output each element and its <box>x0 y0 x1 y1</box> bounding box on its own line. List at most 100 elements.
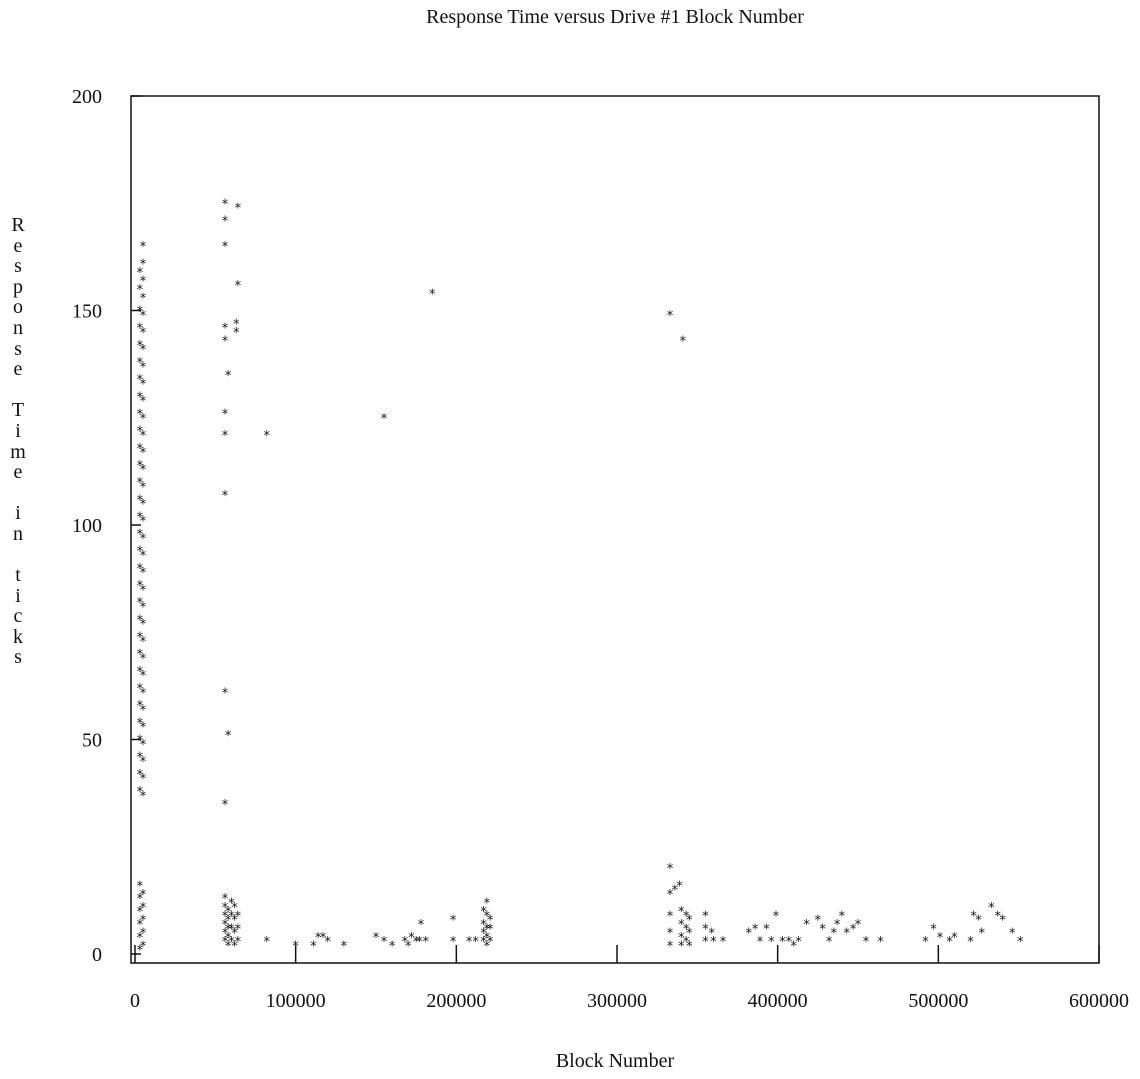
y-axis-label-char: s <box>14 337 22 360</box>
x-axis-label: Block Number <box>555 1050 675 1072</box>
data-point: * <box>225 905 232 920</box>
data-point: * <box>484 897 491 912</box>
data-point: * <box>988 901 995 916</box>
data-point: * <box>815 914 822 929</box>
data-point: * <box>341 939 348 954</box>
data-point: * <box>140 395 147 410</box>
data-point: * <box>231 939 238 954</box>
data-point: * <box>975 914 982 929</box>
data-point: * <box>137 339 144 354</box>
data-point: * <box>667 888 674 903</box>
data-point: * <box>480 905 487 920</box>
x-tick-label: 400000 <box>748 990 808 1012</box>
data-point: * <box>137 768 144 783</box>
data-point: * <box>676 879 683 894</box>
data-point: * <box>472 935 479 950</box>
data-point: * <box>222 322 229 337</box>
data-point: * <box>228 922 235 937</box>
y-axis-label-char: e <box>13 461 23 484</box>
data-point: * <box>315 931 322 946</box>
data-point: * <box>235 922 242 937</box>
data-point: * <box>140 498 147 513</box>
data-point: * <box>310 939 317 954</box>
data-point: * <box>263 935 270 950</box>
data-point: * <box>779 935 786 950</box>
data-point: * <box>381 935 388 950</box>
data-point: * <box>137 545 144 560</box>
data-point: * <box>450 935 457 950</box>
data-point: * <box>140 515 147 530</box>
data-point: * <box>790 939 797 954</box>
data-point: * <box>680 335 687 350</box>
data-point: * <box>768 935 775 950</box>
y-tick-label: 100 <box>72 515 102 537</box>
y-axis-label-char: i <box>15 419 21 442</box>
data-point: * <box>140 652 147 667</box>
data-point: * <box>480 918 487 933</box>
data-point: * <box>137 918 144 933</box>
data-point: * <box>683 909 690 924</box>
data-point: * <box>140 583 147 598</box>
y-axis-label-char: t <box>15 564 21 587</box>
data-point: * <box>819 922 826 937</box>
y-axis-label-char: s <box>14 255 22 278</box>
y-axis-label-char: e <box>13 234 23 257</box>
y-axis-label-char <box>6 545 30 566</box>
y-axis-label-char: i <box>15 584 21 607</box>
x-tick-label: 0 <box>130 990 140 1012</box>
data-point: * <box>222 686 229 701</box>
data-point: * <box>140 703 147 718</box>
data-point: * <box>235 935 242 950</box>
data-point: * <box>855 918 862 933</box>
data-point: * <box>373 931 380 946</box>
data-point: * <box>834 918 841 933</box>
y-axis-label-char: o <box>13 296 23 319</box>
data-point: * <box>140 669 147 684</box>
data-point: * <box>231 914 238 929</box>
data-point: * <box>667 309 674 324</box>
data-point: * <box>418 918 425 933</box>
y-axis-label-char: n <box>13 316 23 339</box>
data-point: * <box>480 927 487 942</box>
data-point: * <box>710 935 717 950</box>
y-tick-label: 200 <box>72 86 102 108</box>
data-point: * <box>137 579 144 594</box>
data-point: * <box>140 888 147 903</box>
data-point: * <box>140 755 147 770</box>
data-point: * <box>137 322 144 337</box>
data-point: * <box>686 927 693 942</box>
data-point: * <box>222 240 229 255</box>
data-point: * <box>930 922 937 937</box>
data-point: * <box>686 939 693 954</box>
data-point: * <box>228 909 235 924</box>
data-point: * <box>292 939 299 954</box>
data-point: * <box>678 939 685 954</box>
data-point: * <box>408 931 415 946</box>
data-point: * <box>140 446 147 461</box>
data-point: * <box>137 493 144 508</box>
data-point: * <box>702 935 709 950</box>
data-point: * <box>702 922 709 937</box>
chart-title: Response Time versus Drive #1 Block Numb… <box>426 6 804 28</box>
data-point: * <box>140 772 147 787</box>
data-point: * <box>137 510 144 525</box>
data-point: * <box>222 892 229 907</box>
data-point: * <box>140 549 147 564</box>
data-point: * <box>222 429 229 444</box>
data-point: * <box>140 377 147 392</box>
data-point: * <box>140 309 147 324</box>
data-point: * <box>137 390 144 405</box>
data-point: * <box>228 897 235 912</box>
data-point: * <box>137 266 144 281</box>
data-point: * <box>137 905 144 920</box>
data-point: * <box>231 901 238 916</box>
data-point: * <box>320 931 327 946</box>
data-point: * <box>795 935 802 950</box>
data-point: * <box>416 935 423 950</box>
data-point: * <box>937 931 944 946</box>
data-point: * <box>405 939 412 954</box>
data-point: * <box>140 463 147 478</box>
y-axis-label-char: c <box>13 605 23 628</box>
